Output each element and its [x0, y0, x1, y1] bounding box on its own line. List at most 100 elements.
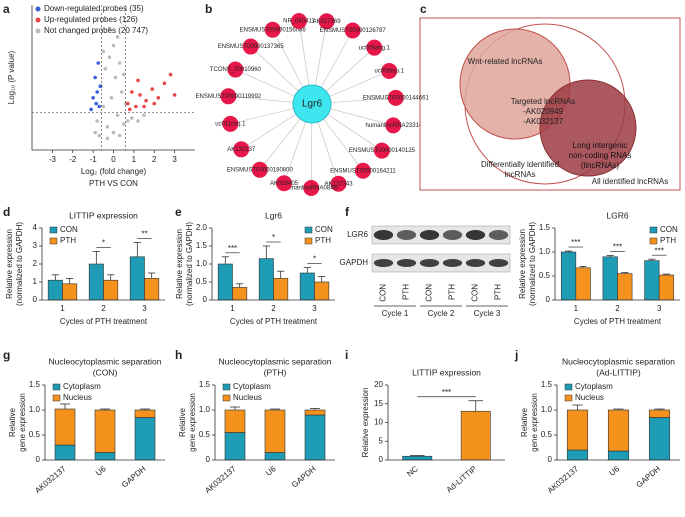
bar	[47, 279, 63, 301]
venn-label: -AK032137	[523, 117, 564, 126]
venn-label: Targeted lncRNAs	[511, 97, 575, 106]
point	[95, 119, 99, 123]
x-tick-label: AK032137	[33, 464, 68, 495]
network-node	[381, 62, 398, 79]
bar	[575, 267, 591, 301]
legend-marker	[49, 226, 58, 234]
blot-strip	[371, 253, 511, 273]
network-node	[354, 162, 371, 179]
point	[93, 75, 97, 80]
bar	[88, 263, 104, 301]
significance-label: **	[141, 230, 147, 239]
bar	[224, 409, 246, 433]
bar	[314, 281, 330, 301]
blot-cycle-label: Cycle 3	[474, 309, 501, 318]
network-node	[264, 21, 281, 38]
panel-letter: i	[345, 348, 348, 362]
y-tick-label: 1.0	[199, 405, 211, 414]
bar	[54, 444, 76, 461]
point	[142, 104, 146, 109]
point	[103, 67, 108, 71]
point	[117, 133, 122, 138]
legend-label: CON	[660, 225, 678, 234]
y-axis-label: (normalized to GAPDH)	[528, 222, 537, 306]
x-tick-label: U6	[94, 464, 108, 478]
point	[98, 84, 103, 88]
network-node	[242, 38, 259, 55]
bar	[560, 251, 577, 301]
legend-label: Cytoplasm	[63, 382, 101, 391]
point	[156, 96, 161, 100]
chart-title: Nucleocytoplasmic separation	[219, 356, 332, 366]
bar	[258, 258, 274, 301]
bar	[273, 278, 289, 301]
y-tick-label: 0	[203, 295, 208, 304]
legend-label: Not changed probes (20 747)	[44, 26, 148, 35]
y-axis-label: Relative	[178, 408, 187, 437]
network-node	[275, 175, 292, 192]
blot-band	[373, 259, 394, 267]
blot-lane-label: CON	[379, 284, 388, 302]
point	[125, 101, 130, 106]
x-tick-label: AK032137	[546, 464, 581, 495]
y-tick-label: 15	[374, 399, 383, 408]
significance-label: *	[313, 255, 316, 264]
blot-band	[465, 230, 486, 240]
network-node	[251, 161, 268, 178]
chart-title: LGR6	[606, 210, 628, 220]
network-node	[387, 89, 404, 106]
point	[144, 98, 148, 103]
venn-linc	[539, 79, 637, 177]
point	[152, 101, 157, 106]
bar	[103, 279, 119, 301]
point	[111, 43, 116, 48]
bar	[129, 256, 145, 301]
point	[125, 119, 130, 123]
point	[121, 122, 126, 126]
point	[111, 130, 116, 135]
significance-label: ***	[571, 238, 580, 247]
panel-letter: g	[3, 348, 10, 362]
bar	[62, 283, 78, 301]
y-axis-label: Relative	[8, 408, 17, 437]
blot-band	[419, 259, 440, 267]
y-tick-label: 0.5	[539, 271, 551, 280]
significance-label: ***	[442, 388, 451, 397]
network-node	[344, 22, 361, 39]
x-axis-label: Cycles of PTH treatment	[60, 317, 148, 326]
significance-label: ***	[654, 246, 663, 255]
panel-letter: e	[175, 205, 182, 219]
y-tick-label: 0	[206, 455, 211, 464]
point	[105, 136, 110, 141]
chart-title: Nucleocytoplasmic separation	[562, 356, 675, 366]
point	[130, 90, 134, 94]
legend-label: PTH	[315, 236, 331, 245]
y-tick-label: 1.5	[196, 241, 208, 250]
chart-title: Lgr6	[265, 210, 282, 220]
legend-marker	[49, 237, 58, 245]
network-node-label: AK018405	[270, 181, 299, 187]
network-node	[220, 88, 237, 105]
legend-marker	[564, 394, 573, 402]
panel-letter: j	[514, 348, 518, 362]
network-node	[233, 141, 250, 158]
y-axis-label: Log₁₀ (P value)	[7, 50, 16, 104]
point	[101, 49, 106, 54]
legend-marker	[304, 237, 313, 245]
bar	[648, 417, 671, 461]
x-tick-label: 0	[111, 155, 116, 164]
x-tick-label: 1	[60, 304, 65, 313]
bar	[299, 272, 315, 301]
blot-lane-label: PTH	[448, 284, 457, 300]
legend-label: Nucleus	[233, 393, 262, 402]
network-node-label: humanlincRNA2331-	[366, 123, 421, 129]
network-node-label: ENSMUST00000119992	[196, 94, 262, 100]
legend-marker	[649, 237, 658, 245]
x-tick-label: U6	[264, 464, 278, 478]
y-axis-label: Relative	[520, 408, 529, 437]
bar	[648, 409, 671, 418]
x-tick-label: U6	[608, 464, 622, 478]
significance-label: *	[102, 239, 105, 248]
x-tick-label: 3	[142, 304, 147, 313]
